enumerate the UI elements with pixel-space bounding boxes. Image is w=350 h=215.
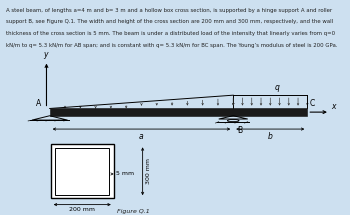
Text: A: A — [36, 99, 42, 108]
Bar — [55, 148, 109, 195]
Text: 5 mm: 5 mm — [116, 172, 134, 177]
Text: C: C — [310, 99, 315, 108]
Text: a: a — [139, 132, 144, 141]
Text: y: y — [43, 51, 48, 60]
Text: x: x — [331, 102, 336, 111]
Bar — [51, 144, 114, 198]
Text: 300 mm: 300 mm — [146, 158, 151, 184]
Bar — [50, 109, 307, 116]
Text: kN/m to q= 5.3 kN/m for AB span; and is constant with q= 5.3 kN/m for BC span. T: kN/m to q= 5.3 kN/m for AB span; and is … — [6, 43, 338, 48]
Text: A steel beam, of lengths a=4 m and b= 3 m and a hollow box cross section, is sup: A steel beam, of lengths a=4 m and b= 3 … — [6, 8, 332, 12]
Text: b: b — [268, 132, 273, 141]
Text: q: q — [274, 83, 279, 92]
Text: support B, see Figure Q.1. The width and height of the cross section are 200 mm : support B, see Figure Q.1. The width and… — [6, 19, 334, 24]
Text: B: B — [237, 126, 242, 135]
Text: 200 mm: 200 mm — [69, 207, 95, 212]
Text: thickness of the cross section is 5 mm. The beam is under a distributed load of : thickness of the cross section is 5 mm. … — [6, 31, 335, 36]
Text: Figure Q.1: Figure Q.1 — [117, 209, 149, 214]
